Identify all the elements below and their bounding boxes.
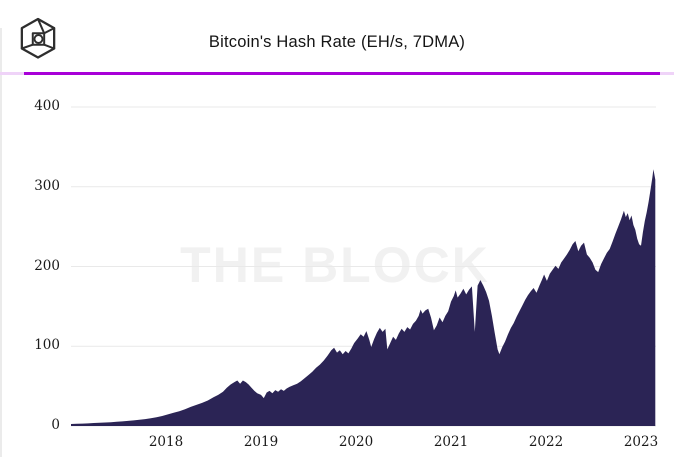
y-axis-tick-label: 400: [34, 98, 60, 114]
x-axis-tick-label: 2019: [243, 434, 279, 450]
y-axis-tick-label: 300: [34, 177, 60, 194]
header-accent-bar-track: [0, 72, 674, 75]
x-axis-labels: 2018 2019 2020 2021 2022 2023: [0, 434, 674, 454]
x-axis-tick-label: 2022: [528, 434, 564, 450]
hash-rate-area-series: [71, 169, 656, 426]
the-block-logo-icon: [20, 17, 56, 59]
left-edge-divider: [0, 28, 2, 457]
x-axis-tick-label: 2021: [433, 434, 469, 450]
chart-title: Bitcoin's Hash Rate (EH/s, 7DMA): [208, 33, 466, 51]
y-axis-tick-label: 200: [34, 257, 60, 274]
y-axis-tick-label: 100: [34, 337, 60, 354]
header-accent-bar: [24, 72, 660, 75]
x-axis-tick-label: 2018: [148, 434, 184, 450]
y-axis-tick-label: 0: [51, 417, 60, 433]
x-axis-tick-label: 2023: [623, 434, 659, 450]
x-axis-tick-label: 2020: [338, 434, 374, 450]
the-block-watermark: THE BLOCK: [180, 237, 490, 293]
